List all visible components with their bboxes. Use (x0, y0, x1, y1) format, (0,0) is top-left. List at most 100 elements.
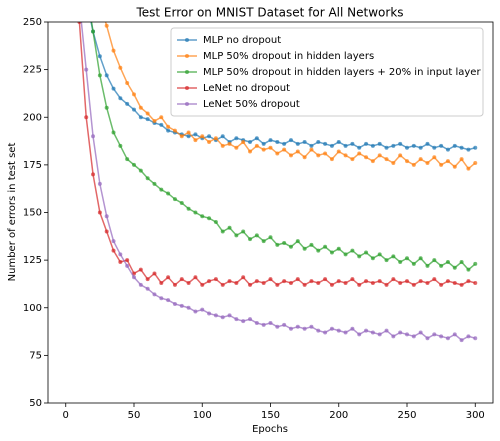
data-point (323, 141, 328, 146)
data-point (275, 324, 280, 329)
data-point (329, 250, 334, 255)
data-point (288, 280, 293, 285)
data-point (364, 279, 369, 284)
x-axis-label: Epochs (252, 424, 288, 435)
data-point (97, 210, 102, 215)
data-point (268, 138, 273, 143)
data-point (364, 328, 369, 333)
data-point (452, 332, 457, 337)
data-point (111, 86, 116, 91)
data-point (145, 117, 150, 122)
data-point (459, 282, 464, 287)
data-point (370, 256, 375, 261)
data-point (179, 200, 184, 205)
data-point (418, 330, 423, 335)
data-point (323, 151, 328, 156)
data-point (213, 136, 218, 141)
data-point (323, 244, 328, 249)
data-point (391, 334, 396, 339)
x-tick-label: 300 (466, 410, 485, 421)
data-point (254, 320, 259, 325)
data-point (193, 132, 198, 137)
data-point (186, 134, 191, 139)
data-point (261, 239, 266, 244)
data-point (125, 258, 130, 263)
data-point (193, 138, 198, 143)
data-point (200, 282, 205, 287)
data-point (145, 176, 150, 181)
data-point (91, 134, 96, 139)
data-point (398, 280, 403, 285)
data-point (377, 279, 382, 284)
data-point (316, 328, 321, 333)
data-point (152, 119, 157, 124)
data-point (207, 279, 212, 284)
data-point (405, 159, 410, 164)
data-point (104, 229, 109, 234)
data-point (295, 141, 300, 146)
data-point (466, 334, 471, 339)
data-point (275, 151, 280, 156)
data-point (309, 279, 314, 284)
data-point (186, 280, 191, 285)
data-point (432, 332, 437, 337)
data-point (350, 248, 355, 253)
data-point (302, 140, 307, 145)
data-point (391, 254, 396, 259)
data-point (220, 143, 225, 148)
data-point (329, 326, 334, 331)
y-tick-label: 125 (23, 255, 42, 266)
plot-area (77, 22, 478, 343)
legend-marker (185, 38, 189, 42)
data-point (179, 277, 184, 282)
data-point (295, 239, 300, 244)
data-point (227, 141, 232, 146)
data-point (309, 242, 314, 247)
data-point (138, 168, 143, 173)
data-point (152, 181, 157, 186)
data-point (172, 282, 177, 287)
data-point (166, 191, 171, 196)
data-point (316, 140, 321, 145)
data-point (425, 263, 430, 268)
data-point (193, 210, 198, 215)
data-point (234, 145, 239, 150)
data-point (425, 280, 430, 285)
data-point (288, 138, 293, 143)
data-point (336, 279, 341, 284)
data-point (405, 145, 410, 150)
data-point (452, 164, 457, 169)
data-point (186, 130, 191, 135)
data-point (418, 157, 423, 162)
data-point (227, 279, 232, 284)
data-point (343, 330, 348, 335)
data-point (411, 261, 416, 266)
data-point (384, 282, 389, 287)
data-point (220, 282, 225, 287)
data-point (179, 303, 184, 308)
data-point (350, 326, 355, 331)
data-point (172, 301, 177, 306)
data-point (411, 282, 416, 287)
data-point (91, 29, 96, 34)
data-point (111, 130, 116, 135)
data-point (329, 143, 334, 148)
legend-marker (185, 102, 189, 106)
legend-marker (185, 54, 189, 58)
data-point (207, 311, 212, 316)
data-point (350, 157, 355, 162)
data-point (77, 22, 82, 24)
x-tick-label: 0 (63, 410, 69, 421)
data-point (248, 149, 253, 154)
data-point (118, 252, 123, 257)
data-point (336, 149, 341, 154)
data-point (398, 141, 403, 146)
data-point (432, 258, 437, 263)
data-point (166, 128, 171, 133)
legend-label: LeNet no dropout (203, 83, 290, 94)
data-point (316, 248, 321, 253)
data-point (234, 233, 239, 238)
data-point (227, 313, 232, 318)
data-point (97, 181, 102, 186)
data-point (138, 105, 143, 110)
